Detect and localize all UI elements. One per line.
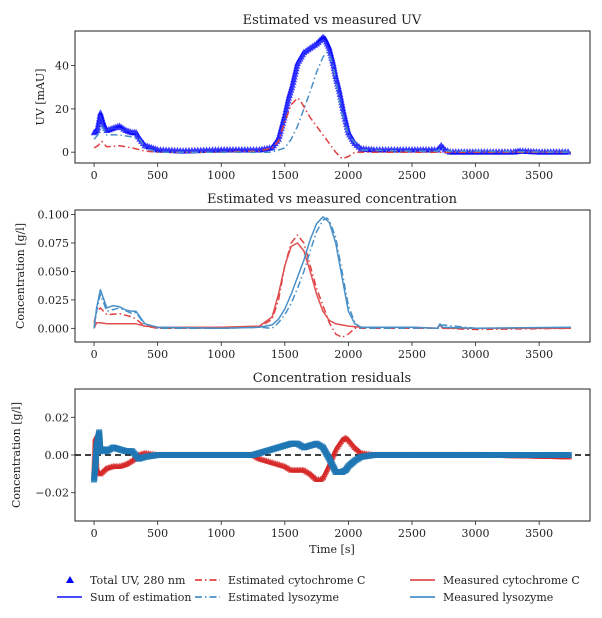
legend-item: Sum of estimation	[57, 591, 191, 604]
x-tick-label: 3000	[462, 169, 490, 182]
x-tick-label: 2000	[334, 169, 362, 182]
uv-panel-ylabel: UV [mAU]	[34, 69, 47, 126]
x-tick-label: 2000	[334, 348, 362, 361]
y-tick-label: −0.02	[35, 487, 69, 500]
residuals-panel-xlabel: Time [s]	[309, 543, 355, 556]
concentration-panel: Estimated vs measured concentration Conc…	[14, 192, 591, 361]
estimated-lysozyme-line	[93, 217, 571, 330]
concentration-panel-title: Estimated vs measured concentration	[207, 192, 458, 207]
residual-point	[565, 452, 572, 458]
x-tick-label: 1000	[207, 527, 235, 540]
residuals-panel-ylabel: Concentration [g/l]	[10, 402, 23, 508]
legend: Total UV, 280 nm Sum of estimation Estimat…	[57, 574, 580, 604]
legend-label: Measured lysozyme	[443, 591, 553, 604]
y-tick-label: 0.000	[38, 322, 70, 335]
concentration-axes-frame	[74, 209, 591, 343]
x-tick-label: 1000	[207, 169, 235, 182]
x-tick-label: 1500	[271, 169, 299, 182]
y-tick-label: 0.00	[45, 449, 70, 462]
x-tick-label: 2500	[398, 527, 426, 540]
estimated-lysozyme-line	[93, 51, 571, 153]
x-tick-label: 1000	[207, 348, 235, 361]
x-tick-label: 3500	[525, 169, 553, 182]
y-tick-label: 40	[55, 60, 69, 73]
x-tick-label: 500	[147, 348, 168, 361]
uv-panel-title: Estimated vs measured UV	[243, 13, 422, 28]
x-tick-label: 0	[91, 527, 98, 540]
legend-item: Measured lysozyme	[410, 591, 553, 604]
x-tick-label: 2500	[398, 169, 426, 182]
legend-label: Estimated lysozyme	[228, 591, 339, 604]
x-tick-label: 3000	[462, 348, 490, 361]
lysozyme-residual-series	[91, 429, 572, 483]
x-tick-label: 1500	[271, 527, 299, 540]
legend-label: Total UV, 280 nm	[90, 574, 186, 587]
x-tick-label: 0	[91, 348, 98, 361]
y-tick-label: 0.02	[45, 411, 70, 424]
y-tick-label: 0.100	[38, 209, 70, 222]
x-tick-label: 3000	[462, 527, 490, 540]
legend-label: Estimated cytochrome C	[228, 574, 365, 587]
x-tick-label: 0	[91, 169, 98, 182]
y-tick-label: 0.025	[38, 294, 70, 307]
x-tick-label: 3500	[525, 527, 553, 540]
y-tick-label: 0	[62, 146, 69, 159]
estimated-cytochrome-c-line	[93, 97, 571, 160]
x-tick-label: 3500	[525, 348, 553, 361]
triangle-marker-icon	[66, 576, 74, 583]
y-tick-label: 0.075	[38, 237, 70, 250]
measured-cytochrome-c-line	[93, 242, 571, 330]
x-tick-label: 500	[147, 169, 168, 182]
concentration-panel-ylabel: Concentration [g/l]	[14, 223, 27, 329]
total-uv-280-nm-series	[90, 33, 572, 155]
y-tick-label: 0.050	[38, 265, 70, 278]
x-tick-label: 500	[147, 527, 168, 540]
residuals-panel: Concentration residuals Concentration [g…	[10, 371, 591, 556]
residuals-axes-frame	[74, 388, 591, 522]
x-tick-label: 2000	[334, 527, 362, 540]
legend-item: Estimated lysozyme	[195, 591, 339, 604]
legend-label: Sum of estimation	[90, 591, 191, 604]
x-tick-label: 2500	[398, 348, 426, 361]
sum-of-estimation-line	[93, 38, 571, 153]
residuals-panel-title: Concentration residuals	[253, 371, 411, 386]
y-tick-label: 20	[55, 103, 69, 116]
legend-item: Estimated cytochrome C	[195, 574, 365, 587]
x-tick-label: 1500	[271, 348, 299, 361]
legend-item: Total UV, 280 nm	[66, 574, 186, 587]
legend-label: Measured cytochrome C	[443, 574, 580, 587]
legend-item: Measured cytochrome C	[410, 574, 580, 587]
measured-lysozyme-line	[93, 216, 571, 330]
uv-panel: Estimated vs measured UV UV [mAU] 0 500 10…	[34, 13, 591, 182]
uv-axes-frame	[74, 30, 591, 164]
